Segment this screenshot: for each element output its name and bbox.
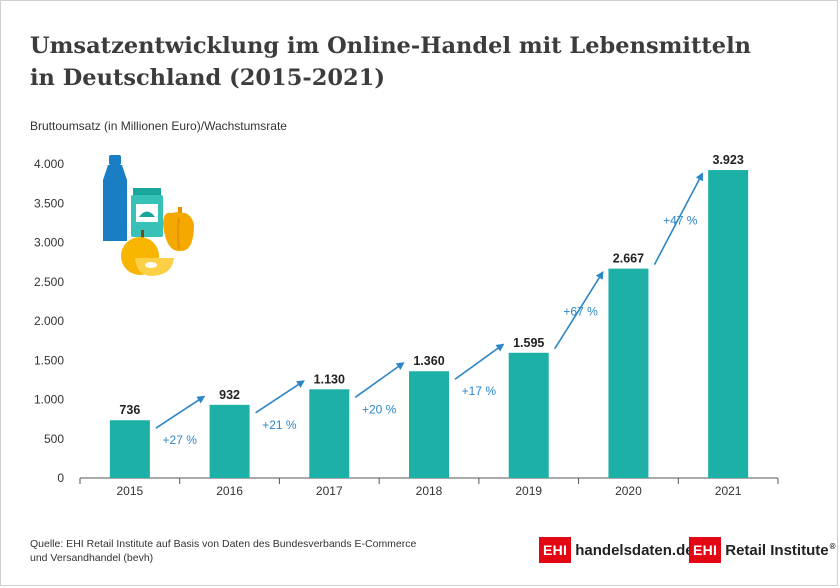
value-label-2019: 1.595 (513, 336, 544, 350)
x-tick-label: 2019 (515, 484, 542, 498)
growth-label-2017: +21 % (262, 418, 297, 432)
y-tick-label: 500 (44, 432, 64, 446)
x-tick-label: 2015 (117, 484, 144, 498)
handelsdaten-text: handelsdaten.de (575, 541, 694, 559)
y-axis: 0 500 1.000 1.500 2.000 2.500 3.000 3.500 4.000 (34, 157, 64, 485)
growth-label-2021: +47 % (663, 213, 698, 227)
x-tick-label: 2020 (615, 484, 642, 498)
growth-arrow-2017 (255, 380, 305, 414)
growth-label-2018: +20 % (362, 402, 397, 416)
bar-2019 (508, 352, 549, 478)
y-tick-label: 0 (57, 471, 64, 485)
source-note: Quelle: EHI Retail Institute auf Basis v… (30, 537, 416, 565)
grocery-illustration-icon (103, 155, 194, 276)
y-tick-label: 2.000 (34, 314, 64, 328)
x-tick-label: 2017 (316, 484, 343, 498)
bar-2017 (309, 389, 350, 478)
y-tick-label: 1.500 (34, 353, 64, 367)
bar-2016 (209, 404, 250, 478)
value-label-2021: 3.923 (713, 153, 744, 167)
growth-arrow-2020 (554, 270, 604, 350)
value-label-2015: 736 (119, 403, 140, 417)
ehi-badge: EHI (689, 537, 722, 563)
title-line-1: Umsatzentwicklung im Online-Handel mit L… (30, 33, 751, 59)
chart-subtitle: Bruttoumsatz (in Millionen Euro)/Wachstu… (30, 119, 287, 133)
x-axis: 2015 2016 2017 2018 2019 2020 2021 (79, 477, 779, 498)
y-tick-label: 3.500 (34, 196, 64, 210)
value-label-2020: 2.667 (613, 252, 644, 266)
registered-mark: ® (829, 541, 836, 551)
growth-arrow-2016 (155, 395, 206, 429)
growth-arrows: +27 % +21 % +20 % +17 % +67 % +47 % (155, 172, 704, 447)
growth-arrow-2019 (454, 343, 505, 380)
x-tick-label: 2018 (416, 484, 443, 498)
bar-2018 (409, 371, 449, 478)
bar-2020 (608, 268, 649, 478)
growth-arrow-2018 (354, 362, 405, 398)
bars: 736 932 1.130 1.360 1.595 2.667 3.923 (109, 153, 749, 478)
bar-2021 (708, 170, 749, 478)
y-tick-label: 2.500 (34, 275, 64, 289)
growth-label-2020: +67 % (563, 305, 598, 319)
growth-arrow-2021 (653, 172, 704, 266)
y-tick-label: 1.000 (34, 393, 64, 407)
chart-title: Umsatzentwicklung im Online-Handel mit L… (30, 30, 810, 94)
ehi-retail-institute-logo: EHI Retail Institute® (689, 537, 836, 563)
growth-label-2016: +27 % (163, 433, 198, 447)
y-tick-label: 3.000 (34, 236, 64, 250)
value-label-2017: 1.130 (314, 372, 345, 386)
value-label-2016: 932 (219, 388, 240, 402)
ehi-badge: EHI (539, 537, 572, 563)
source-line-2: und Versandhandel (bevh) (30, 552, 154, 564)
value-label-2018: 1.360 (413, 354, 444, 368)
retail-institute-name: Retail Institute (725, 541, 829, 559)
y-tick-label: 4.000 (34, 157, 64, 171)
growth-label-2019: +17 % (462, 384, 497, 398)
retail-institute-text: Retail Institute® (725, 542, 835, 559)
x-tick-label: 2021 (715, 484, 742, 498)
source-line-1: Quelle: EHI Retail Institute auf Basis v… (30, 538, 417, 550)
bar-2015 (109, 420, 150, 478)
handelsdaten-logo: EHI handelsdaten.de (539, 537, 694, 563)
title-line-2: in Deutschland (2015-2021) (30, 65, 385, 91)
x-tick-label: 2016 (216, 484, 243, 498)
